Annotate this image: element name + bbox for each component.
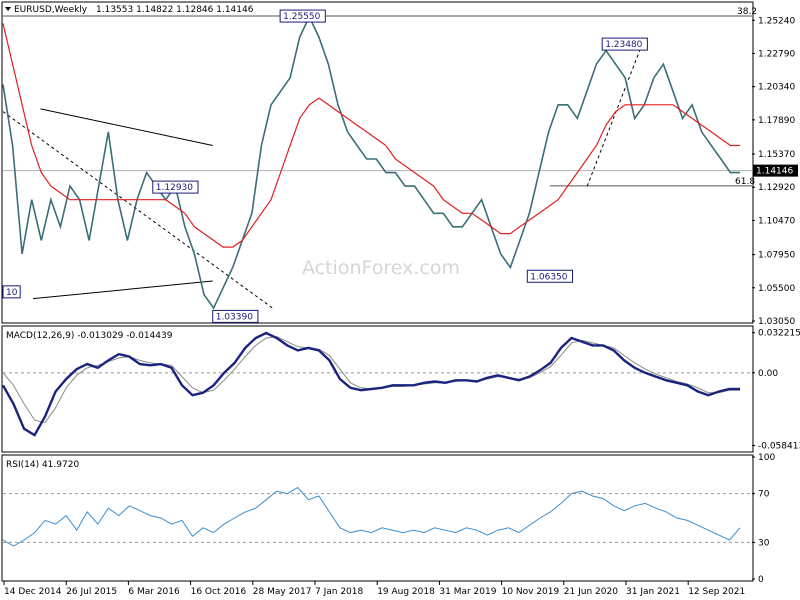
price-y-tick: 1.12920 (758, 183, 795, 193)
macd-signal-line (2, 336, 740, 424)
price-y-tick: 1.15370 (758, 150, 795, 160)
rsi-y-tick: 70 (758, 490, 770, 500)
rsi-y-tick: 0 (758, 575, 764, 585)
price-ohlc: 1.13553 1.14822 1.12846 1.14146 (96, 5, 254, 15)
price-annotation-box (152, 180, 199, 194)
price-y-tick: 1.20340 (758, 83, 795, 93)
trendline (32, 280, 213, 300)
price-panel-frame (1, 1, 754, 324)
macd-y-tick: 0.00 (758, 369, 778, 379)
x-tick-label: 31 Jan 2021 (626, 587, 680, 597)
x-tick-label: 16 Oct 2016 (191, 587, 247, 597)
x-tick-label: 26 Jul 2015 (66, 587, 117, 597)
price-annotation-label: 1.25550 (283, 12, 320, 22)
trendline (40, 108, 213, 146)
x-axis: 14 Dec 2014 26 Jul 2015 6 Mar 2016 16 Oct 2… (3, 581, 745, 597)
x-tick-label: 14 Dec 2014 (4, 587, 62, 597)
macd-title: MACD(12,26,9) -0.013029 -0.014439 (6, 331, 173, 341)
x-tick-label: 28 May 2017 (253, 587, 312, 597)
ma-series-line (2, 23, 740, 248)
dropdown-triangle-icon[interactable] (5, 7, 11, 11)
rsi-panel: 100 70 30 0 (2, 453, 775, 585)
price-panel: 1.25240 1.22790 1.20340 1.17890 1.15370 1.129… (2, 7, 798, 327)
x-tick-label: 19 Aug 2018 (377, 587, 435, 597)
price-y-tick: 1.17890 (758, 116, 795, 126)
price-annotation-label: 1.12930 (156, 183, 193, 193)
price-series-line (2, 14, 740, 310)
x-tick-label: 21 Jun 2020 (564, 587, 618, 597)
rsi-panel-frame (1, 454, 754, 582)
rsi-title: RSI(14) 41.9720 (6, 460, 79, 470)
price-annotation-label: 1.03390 (216, 312, 253, 322)
macd-y-tick: 0.032215 (758, 329, 800, 339)
rsi-y-tick: 30 (758, 538, 770, 548)
macd-line (1, 331, 740, 437)
price-annotation-box (601, 37, 648, 51)
price-annotation-label: 10 (6, 288, 18, 298)
fib-level-label: 61.8 (735, 177, 755, 187)
price-annotation-box (2, 285, 21, 299)
trendline (2, 111, 273, 309)
price-y-tick: 1.10470 (758, 216, 795, 226)
x-tick-label: 31 Mar 2019 (439, 587, 496, 597)
x-tick-label: 6 Mar 2016 (128, 587, 180, 597)
price-title: EURUSD,Weekly (14, 5, 88, 15)
rsi-line (2, 486, 741, 547)
last-price-box (753, 164, 798, 177)
macd-panel-frame (1, 325, 754, 453)
x-tick-label: 7 Jan 2018 (315, 587, 363, 597)
price-annotation-label: 1.06350 (530, 272, 567, 282)
x-tick-label: 10 Nov 2019 (502, 587, 560, 597)
price-y-tick: 1.03050 (758, 317, 795, 327)
price-annotation-box (212, 309, 259, 323)
price-y-tick: 1.22790 (758, 49, 795, 59)
fib-level-label: 38.2 (737, 7, 757, 17)
price-y-tick: 1.25240 (758, 16, 795, 26)
price-annotation-box (526, 269, 573, 283)
price-y-tick: 1.05500 (758, 284, 795, 294)
price-y-tick: 1.07950 (758, 251, 795, 261)
rsi-y-tick: 100 (758, 453, 775, 463)
watermark: ActionForex.com (302, 257, 460, 279)
price-annotation-box (279, 9, 326, 23)
price-annotation-label: 1.23480 (605, 40, 642, 50)
trendline (586, 50, 641, 187)
x-tick-label: 12 Sep 2021 (688, 587, 745, 597)
last-price-label: 1.14146 (756, 167, 793, 177)
macd-panel: 0.032215 0.00 -0.058413 (1, 329, 800, 452)
macd-y-tick: -0.058413 (758, 442, 800, 452)
